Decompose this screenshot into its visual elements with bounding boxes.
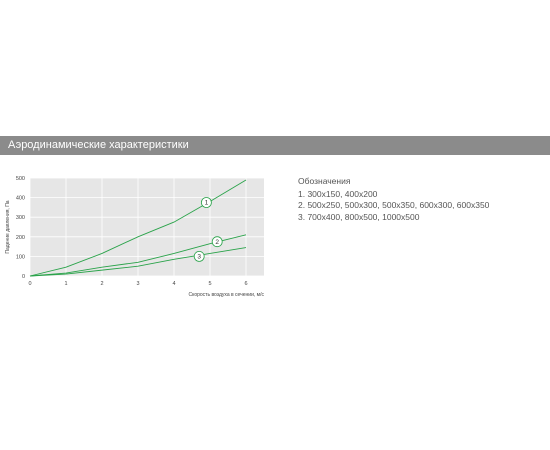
series-marker-1 [200, 197, 212, 208]
legend-title: Обозначения [298, 176, 351, 186]
x-tick-label: 5 [208, 281, 211, 287]
x-tick-label: 6 [244, 281, 247, 287]
series-marker-3 [193, 251, 205, 262]
x-tick-label: 2 [100, 281, 103, 287]
series-label-3: 3 [197, 254, 201, 261]
series-line-3 [29, 247, 247, 277]
x-tick-label: 0 [28, 281, 31, 287]
x-tick-label: 1 [64, 281, 67, 287]
y-tick-label: 500 [16, 176, 25, 182]
x-tick-label: 3 [136, 281, 139, 287]
legend-item: 2. 500х250, 500х300, 500х350, 600х300, 6… [298, 200, 490, 210]
plot-background [30, 178, 264, 276]
series-markers: 1 2 3 [193, 197, 223, 262]
section-header: Аэродинамические характеристики [0, 136, 550, 155]
y-tick-label: 200 [16, 235, 25, 241]
legend-item: 1. 300х150, 400х200 [298, 188, 378, 199]
chart: 0 100 200 300 400 500 0 1 2 3 4 5 6 1 2 3 Скорость воз… [0, 165, 290, 305]
series-line-2 [29, 234, 247, 277]
y-tick-label: 0 [22, 274, 25, 280]
chart-svg: 0 100 200 300 400 500 0 1 2 3 4 5 6 1 2 3 Скорость воз… [5, 176, 264, 298]
x-tick-label: 4 [172, 281, 175, 287]
legend-item: 3. 700х400, 800х500, 1000х500 [298, 211, 420, 222]
section-title: Аэродинамические характеристики [8, 139, 189, 151]
grid [29, 177, 264, 277]
series-marker-2 [211, 236, 223, 248]
series-label-2: 2 [215, 239, 219, 246]
x-axis-label: Скорость воздуха в сечении, м/с [188, 292, 264, 298]
y-tick-label: 100 [16, 254, 25, 260]
series-label-1: 1 [205, 200, 209, 207]
legend: Обозначения 1. 300х150, 400х200 2. 500х2… [298, 176, 538, 223]
axis-ticks: 0 100 200 300 400 500 0 1 2 3 4 5 6 [16, 176, 248, 287]
y-tick-label: 400 [16, 196, 25, 202]
y-tick-label: 300 [16, 215, 25, 221]
y-axis-label: Падение давления, Па [5, 200, 11, 253]
